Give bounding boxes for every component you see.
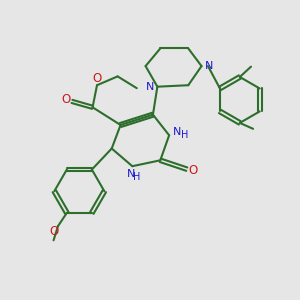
Text: N: N [205,61,213,71]
Text: H: H [181,130,188,140]
Text: H: H [133,172,140,182]
Text: N: N [146,82,154,92]
Text: N: N [127,169,135,179]
Text: O: O [49,225,58,238]
Text: N: N [173,127,182,137]
Text: O: O [188,164,197,177]
Text: O: O [61,93,71,106]
Text: O: O [92,72,102,85]
